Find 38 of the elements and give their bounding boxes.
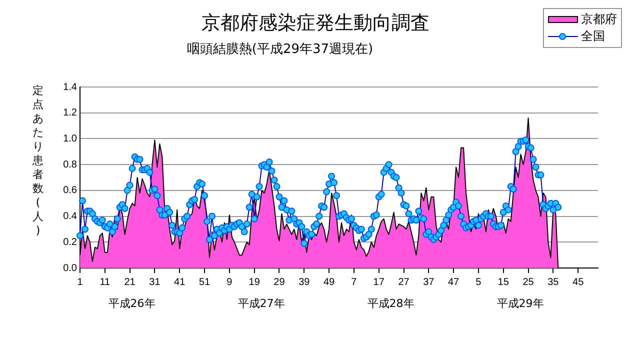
y-tick-label: 1.0: [63, 133, 78, 144]
legend-label: 全国: [581, 28, 605, 45]
x-tick-label: 41: [174, 276, 186, 288]
chart-title: 京都府感染症発生動向調査: [202, 12, 430, 34]
text: 定点あたり患者数(人): [32, 84, 44, 237]
legend-label: 京都府: [581, 11, 617, 28]
x-tick-label: 35: [548, 276, 560, 288]
text: 平成28年: [367, 296, 414, 310]
x-tick-label: 29: [274, 276, 286, 288]
x-tick-label: 45: [572, 276, 584, 288]
text: 平成29年: [496, 296, 544, 310]
y-tick-label: 1.4: [63, 82, 78, 93]
y-tick-label: 0.8: [63, 159, 78, 170]
x-tick-label: 37: [423, 276, 435, 288]
x-tick-label: 39: [298, 276, 310, 288]
y-tick-label: 0.6: [63, 185, 78, 196]
x-tick-label: 19: [248, 276, 260, 288]
y-tick-label: 0.2: [63, 236, 78, 248]
y-tick-label: 1.2: [63, 108, 78, 119]
x-tick-label: 5: [476, 276, 482, 288]
x-tick-label: 1: [77, 276, 84, 288]
x-tick-label: 15: [498, 276, 510, 288]
x-tick-label: 7: [351, 276, 358, 288]
x-tick-label: 31: [149, 276, 161, 288]
x-tick-label: 25: [522, 276, 534, 288]
text: 平成27年: [238, 296, 285, 310]
y-tick-label: 0.0: [63, 262, 78, 274]
text: 平成26年: [108, 296, 156, 310]
chart-subtitle: 咽頭結膜熱(平成29年37週現在): [186, 41, 374, 58]
x-tick-label: 49: [323, 276, 336, 288]
x-tick-label: 21: [124, 276, 136, 288]
x-tick-label: 9: [226, 276, 233, 288]
x-tick-label: 47: [448, 276, 460, 288]
x-tick-label: 11: [100, 276, 111, 288]
x-tick-label: 51: [198, 276, 211, 288]
y-tick-label: 0.4: [63, 211, 78, 222]
x-tick-label: 17: [373, 276, 385, 288]
x-tick-label: 27: [398, 276, 410, 288]
